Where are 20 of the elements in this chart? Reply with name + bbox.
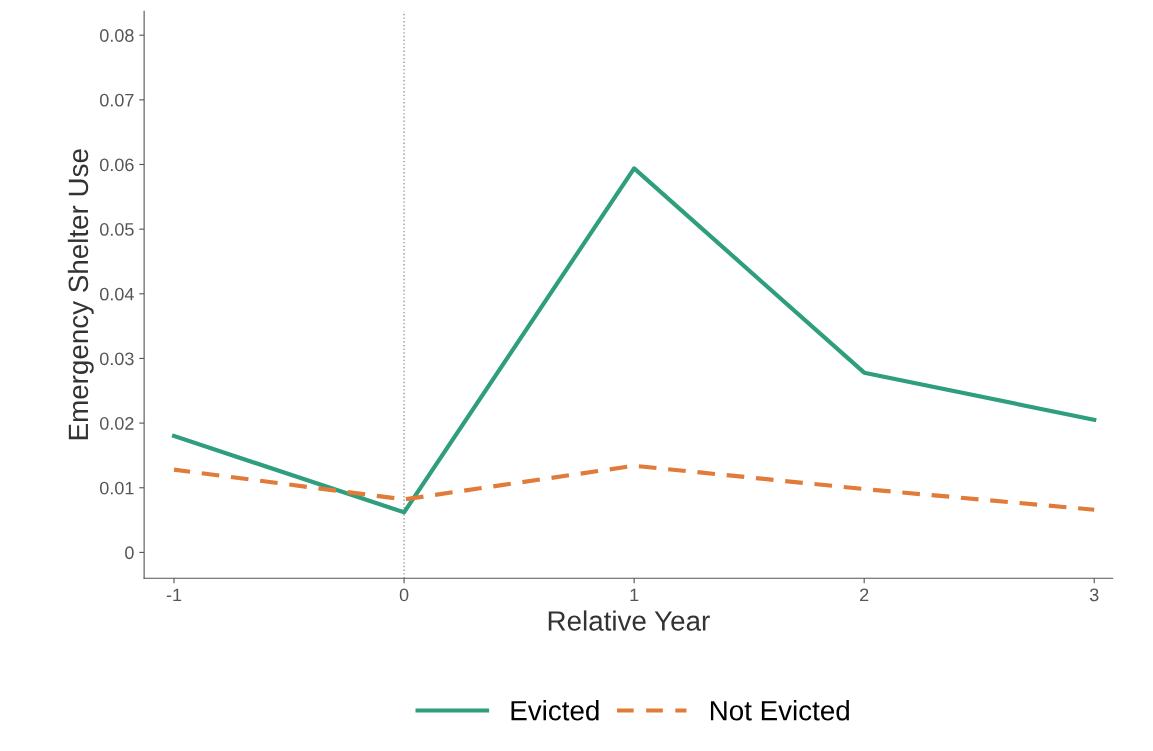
x-tick-label: 2 [860, 588, 869, 602]
legend-label: Not Evicted [710, 700, 849, 721]
line-series [171, 166, 1097, 515]
y-tick-label: 0.08 [99, 29, 134, 42]
x-tick-label: 1 [630, 588, 639, 602]
x-axis-title: Relative Year [548, 610, 710, 631]
y-axis-title: Emergency Shelter Use [67, 149, 94, 440]
y-tick-label: 0.07 [99, 93, 134, 107]
x-tick-label: -1 [166, 588, 182, 602]
x-tick-label: 3 [1089, 588, 1099, 602]
y-tick-label: 0 [125, 546, 134, 560]
y-tick-label: 0.05 [99, 223, 134, 236]
y-tick-label: 0.04 [99, 287, 134, 301]
y-tick-label: 0.06 [99, 158, 134, 172]
legend-label: Evicted [511, 700, 599, 721]
y-tick-label: 0.01 [99, 481, 134, 495]
line-series [171, 463, 1097, 512]
x-tick-label: 0 [399, 588, 409, 602]
y-tick-label: 0.02 [99, 417, 134, 430]
y-tick-label: 0.03 [99, 352, 134, 366]
